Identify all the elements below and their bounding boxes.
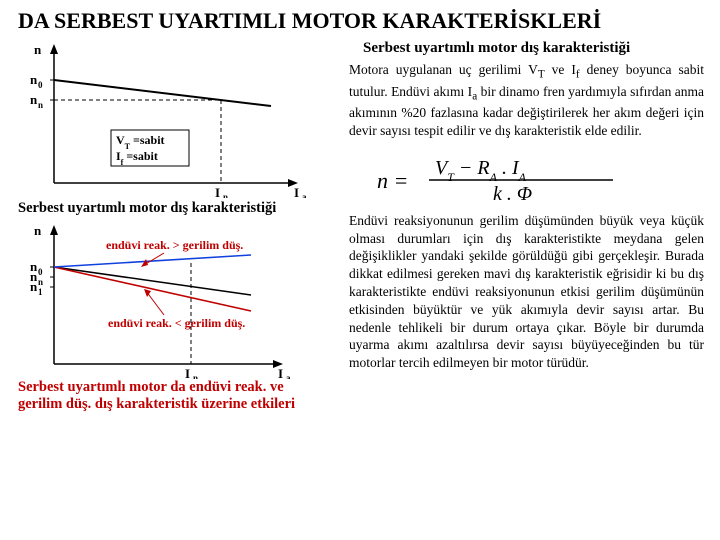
left-column: nn0nnInIaVT =sabitIf =sabit Serbest uyar… bbox=[12, 38, 337, 416]
page-title: DA SERBEST UYARTIMLI MOTOR KARAKTERİSKLE… bbox=[0, 0, 720, 38]
chart-2: nn0nnn1endüvi reak. > gerilim düş.endüvi… bbox=[16, 219, 326, 379]
svg-text:I: I bbox=[185, 366, 190, 379]
svg-text:endüvi reak. > gerilim düş.: endüvi reak. > gerilim düş. bbox=[106, 238, 243, 252]
svg-text:0: 0 bbox=[38, 80, 43, 90]
svg-text:n: n bbox=[38, 100, 43, 110]
svg-text:n: n bbox=[38, 277, 43, 287]
caption-line-1: Serbest uyartımlı motor da endüvi reak. … bbox=[18, 379, 284, 395]
formula: n =VT − RA . IAk . Φ bbox=[345, 146, 708, 212]
svg-text:a: a bbox=[302, 192, 307, 198]
content-area: nn0nnInIaVT =sabitIf =sabit Serbest uyar… bbox=[0, 38, 720, 416]
svg-text:k . Φ: k . Φ bbox=[493, 183, 532, 205]
svg-text:If =sabit: If =sabit bbox=[116, 149, 158, 167]
formula-svg: n =VT − RA . IAk . Φ bbox=[375, 152, 635, 208]
caption-line-2: gerilim düş. dış karakteristik üzerine e… bbox=[18, 396, 295, 412]
svg-text:n: n bbox=[34, 42, 42, 57]
svg-text:endüvi reak. < gerilim düş.: endüvi reak. < gerilim düş. bbox=[108, 316, 245, 330]
svg-text:I: I bbox=[278, 366, 283, 379]
paragraph-2: Endüvi reaksiyonunun gerilim düşümünden … bbox=[345, 212, 708, 378]
svg-text:a: a bbox=[286, 373, 291, 379]
svg-text:n: n bbox=[34, 223, 42, 238]
right-heading: Serbest uyartımlı motor dış karakteristi… bbox=[345, 38, 708, 61]
left-bottom-caption: Serbest uyartımlı motor da endüvi reak. … bbox=[12, 379, 337, 416]
svg-text:n: n bbox=[30, 279, 38, 294]
svg-text:n =: n = bbox=[377, 168, 408, 193]
svg-text:1: 1 bbox=[38, 287, 43, 297]
right-column: Serbest uyartımlı motor dış karakteristi… bbox=[345, 38, 708, 416]
chart-2-svg: nn0nnn1endüvi reak. > gerilim düş.endüvi… bbox=[16, 219, 316, 379]
svg-text:n: n bbox=[30, 92, 38, 107]
svg-text:I: I bbox=[294, 185, 299, 198]
chart-1-svg: nn0nnInIaVT =sabitIf =sabit bbox=[16, 38, 316, 198]
left-mid-caption: Serbest uyartımlı motor dış karakteristi… bbox=[12, 198, 337, 219]
svg-text:0: 0 bbox=[38, 267, 43, 277]
chart-1: nn0nnInIaVT =sabitIf =sabit bbox=[16, 38, 326, 198]
svg-text:I: I bbox=[215, 185, 220, 198]
paragraph-1: Motora uygulanan uç gerilimi VT ve If de… bbox=[345, 61, 708, 146]
svg-text:n: n bbox=[223, 192, 228, 198]
svg-text:VT =sabit: VT =sabit bbox=[116, 133, 165, 151]
svg-text:n: n bbox=[30, 72, 38, 87]
svg-text:n: n bbox=[193, 373, 198, 379]
